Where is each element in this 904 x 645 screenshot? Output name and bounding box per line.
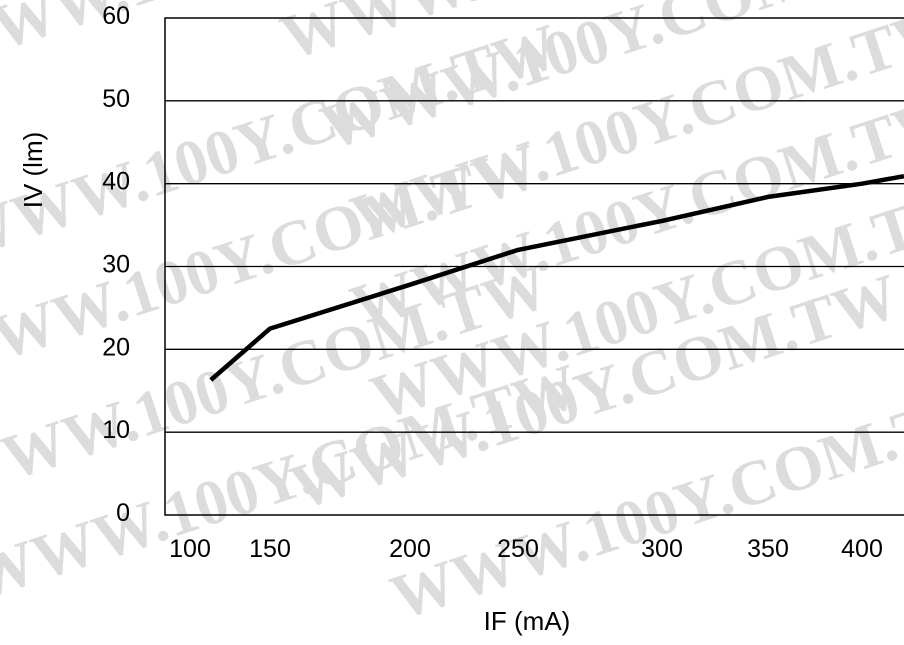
x-tick-label: 150: [249, 535, 291, 563]
y-tick-labels: 0 10 20 30 40 50 60: [102, 2, 130, 527]
x-axis-title: IF (mA): [484, 606, 571, 636]
y-tick-label: 0: [116, 499, 130, 527]
gridlines: [165, 100, 904, 433]
x-tick-labels: 100 150 200 250 300 350 400: [169, 535, 883, 563]
x-tick-label: 200: [389, 535, 431, 563]
series-line: [209, 173, 904, 382]
x-tick-label: 350: [747, 535, 789, 563]
y-tick-label: 20: [102, 333, 130, 361]
y-tick-label: 50: [102, 85, 130, 113]
x-tick-label: 100: [169, 535, 211, 563]
y-tick-label: 30: [102, 251, 130, 279]
y-tick-label: 40: [102, 168, 130, 196]
x-tick-label: 250: [497, 535, 539, 563]
y-tick-label: 10: [102, 416, 130, 444]
plot-frame: [164, 17, 904, 516]
y-tick-label: 60: [102, 2, 130, 30]
x-tick-label: 300: [641, 535, 683, 563]
x-tick-label: 400: [841, 535, 883, 563]
y-axis-title: IV (lm): [18, 132, 48, 209]
series-layer: [209, 173, 904, 382]
